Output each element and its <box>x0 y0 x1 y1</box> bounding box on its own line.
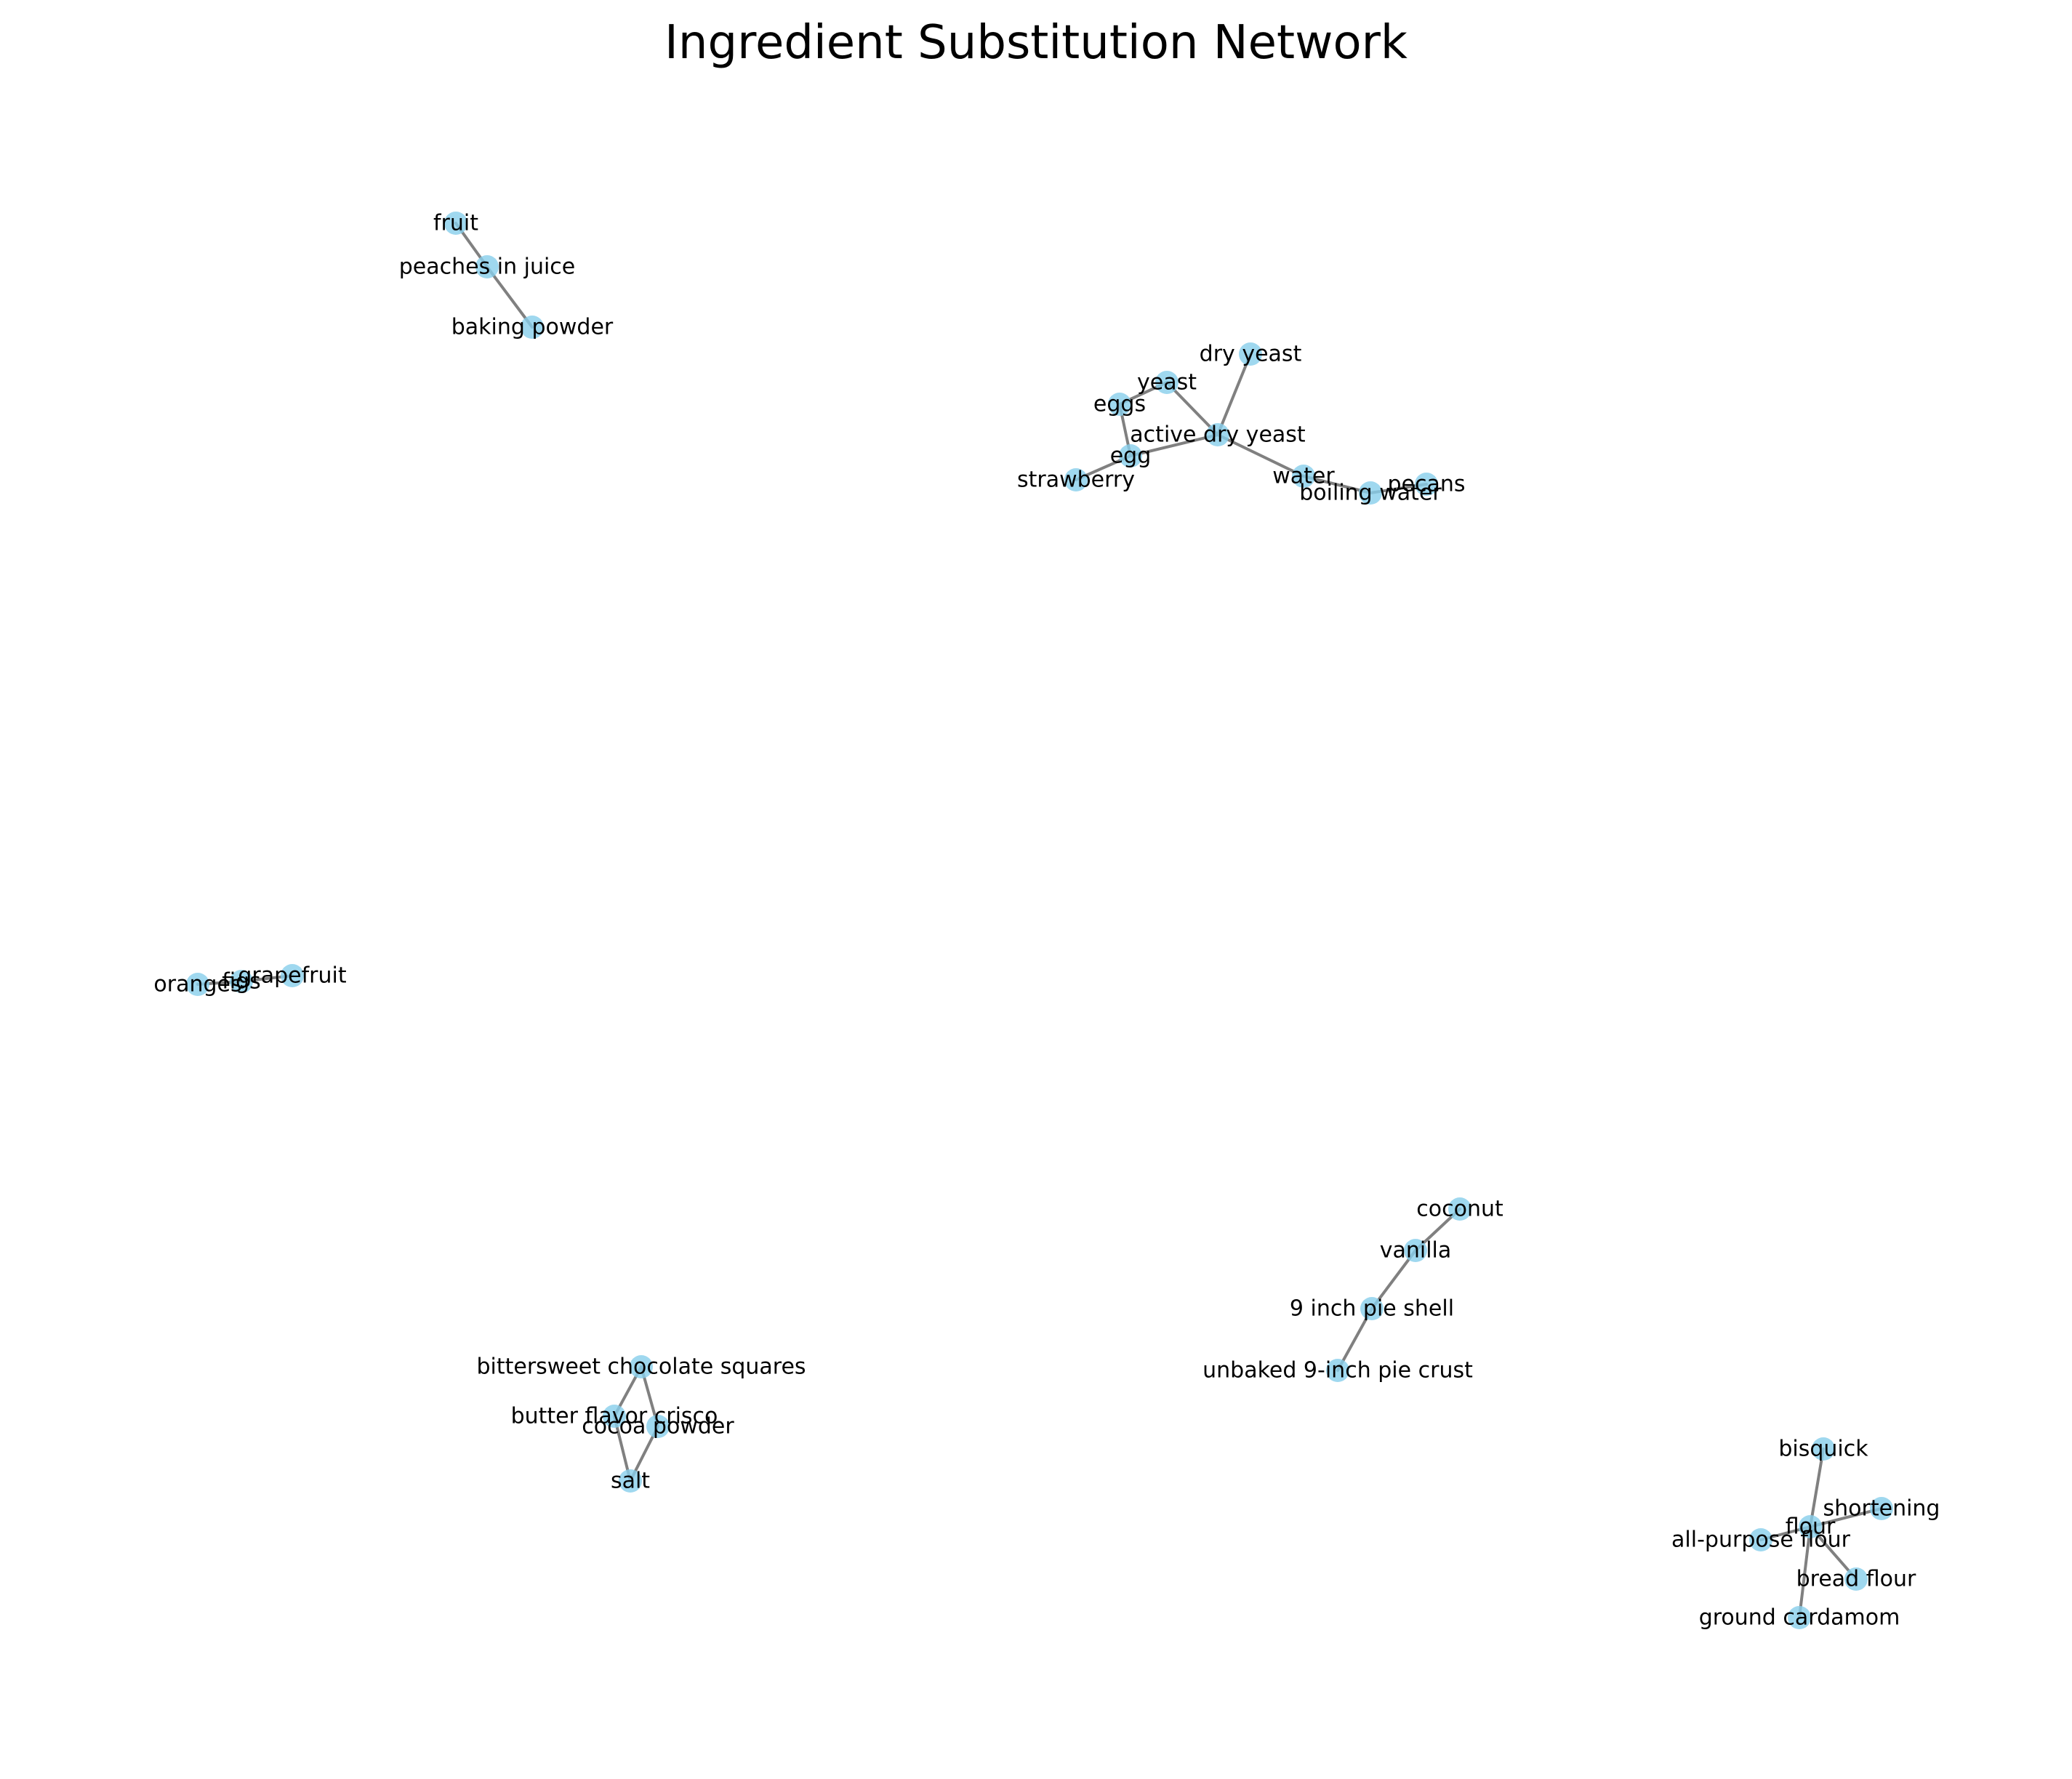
node-coconut <box>1448 1197 1471 1221</box>
node-label-figs: figs <box>222 969 261 995</box>
node-label-boiling-water: boiling water <box>1299 481 1442 506</box>
node-label-yeast: yeast <box>1137 370 1197 395</box>
node-label-grapefruit: grapefruit <box>238 963 347 989</box>
node-label-all-purpose-flour: all-purpose flour <box>1671 1527 1851 1553</box>
node-label-butter-flavor-crisco: butter flavor crisco <box>511 1404 718 1429</box>
edge-active-dry-yeast--water <box>1216 433 1305 478</box>
node-label-baking-powder: baking powder <box>451 315 614 340</box>
node-dry-yeast <box>1239 342 1262 366</box>
node-yeast <box>1155 371 1178 394</box>
node-water <box>1292 465 1315 488</box>
node-figs <box>230 970 253 993</box>
node-vanilla <box>1404 1239 1427 1262</box>
edge-vanilla--9-inch-pie-shell <box>1370 1249 1417 1310</box>
labels-layer: fruit peaches in juice baking powder dry ye… <box>153 211 1940 1631</box>
node-ground-cardamom <box>1788 1606 1811 1629</box>
node-peaches-in-juice <box>475 255 499 278</box>
node-label-fruit: fruit <box>433 211 478 236</box>
node-label-dry-yeast: dry yeast <box>1200 342 1302 367</box>
edge-bisquick--flour <box>1809 1447 1825 1528</box>
node-label-vanilla: vanilla <box>1380 1238 1452 1264</box>
node-label-peaches-in-juice: peaches in juice <box>399 254 576 280</box>
node-label-strawberry: strawberry <box>1017 467 1135 493</box>
edge-active-dry-yeast--egg <box>1129 433 1219 457</box>
edges-layer <box>196 222 1883 1619</box>
node-9-inch-pie-shell <box>1360 1297 1384 1320</box>
edge-peaches-in-juice--baking-powder <box>486 265 534 329</box>
node-label-active-dry-yeast: active dry yeast <box>1130 422 1306 448</box>
node-label-shortening: shortening <box>1823 1496 1940 1522</box>
node-boiling-water <box>1359 481 1382 505</box>
node-label-oranges: oranges <box>153 972 241 997</box>
node-label-9-inch-pie-shell: 9 inch pie shell <box>1290 1296 1454 1322</box>
edge-active-dry-yeast--yeast <box>1165 381 1219 436</box>
edge-flour--ground-cardamom <box>1798 1525 1812 1619</box>
node-egg <box>1119 444 1142 467</box>
node-label-bittersweet-chocolate-squares: bittersweet chocolate squares <box>476 1354 806 1380</box>
node-eggs <box>1108 393 1131 416</box>
node-bread-flour <box>1844 1567 1868 1591</box>
node-label-salt: salt <box>611 1469 650 1494</box>
node-label-unbaked-9-inch-pie-crust: unbaked 9-inch pie crust <box>1202 1358 1473 1384</box>
node-cocoa-powder <box>646 1415 670 1438</box>
node-label-water: water <box>1272 464 1335 489</box>
node-salt <box>619 1469 642 1493</box>
node-label-eggs: eggs <box>1093 392 1146 417</box>
edge-active-dry-yeast--dry-yeast <box>1216 353 1252 436</box>
node-flour <box>1799 1515 1822 1538</box>
node-label-coconut: coconut <box>1416 1197 1503 1222</box>
node-oranges <box>186 973 209 996</box>
node-label-ground-cardamom: ground cardamom <box>1699 1605 1900 1631</box>
node-fruit <box>444 212 467 235</box>
node-active-dry-yeast <box>1206 423 1229 446</box>
node-label-flour: flour <box>1786 1514 1836 1540</box>
node-label-egg: egg <box>1110 443 1152 469</box>
chart-title: Ingredient Substitution Network <box>664 16 1408 70</box>
node-label-pecans: pecans <box>1387 472 1465 497</box>
node-bittersweet-chocolate-squares <box>630 1355 653 1378</box>
node-baking-powder <box>521 316 544 339</box>
edge-9-inch-pie-shell--unbaked-9-inch-pie-crust <box>1336 1307 1373 1372</box>
node-unbaked-9-inch-pie-crust <box>1326 1359 1349 1382</box>
node-butter-flavor-crisco <box>603 1405 626 1428</box>
node-shortening <box>1870 1497 1893 1520</box>
node-label-bread-flour: bread flour <box>1796 1567 1916 1592</box>
node-bisquick <box>1812 1437 1835 1461</box>
node-label-cocoa-powder: cocoa powder <box>582 1414 734 1439</box>
edge-flour--shortening <box>1809 1507 1883 1528</box>
node-grapefruit <box>281 964 304 987</box>
node-pecans <box>1415 473 1438 496</box>
node-all-purpose-flour <box>1749 1528 1772 1551</box>
node-label-bisquick: bisquick <box>1778 1437 1868 1462</box>
nodes-layer <box>186 212 1893 1629</box>
node-strawberry <box>1064 468 1088 491</box>
